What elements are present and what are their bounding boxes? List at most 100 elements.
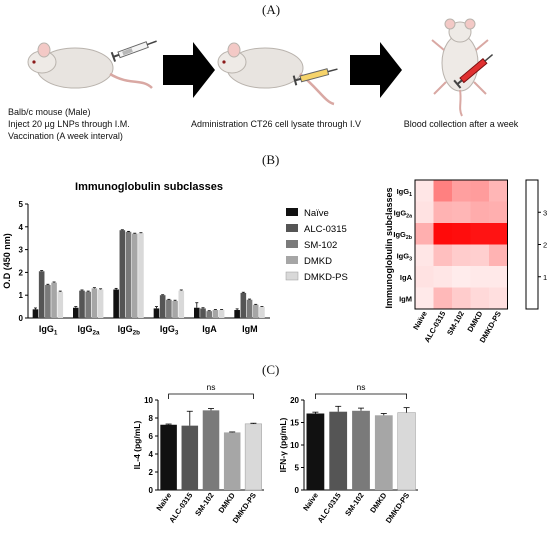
bar [159, 295, 166, 318]
bar [79, 290, 85, 318]
bar [244, 423, 262, 491]
y-tick-label: 20 [290, 396, 299, 405]
heatmap-cell [452, 180, 471, 202]
y-tick-label: 5 [295, 464, 300, 473]
bar [223, 432, 241, 490]
y-axis-label: IL-4 (pg/mL) [132, 421, 142, 470]
bar [374, 415, 393, 490]
bar [131, 233, 138, 318]
heatmap-row-label: IgG2b [393, 230, 412, 241]
bar [125, 231, 132, 318]
colorbar-tick-label: 2 [543, 241, 547, 250]
legend-swatch [286, 224, 298, 232]
bar [178, 290, 185, 318]
bar [200, 308, 206, 318]
legend-label: Naïve [304, 208, 329, 219]
chart-title: Immunoglobulin subclasses [75, 181, 223, 193]
bar [38, 271, 45, 318]
heatmap-cell [415, 180, 434, 202]
syringe-icon-3 [453, 54, 494, 89]
significance-label: ns [357, 382, 366, 392]
bar [32, 309, 39, 318]
heatmap-cell [415, 266, 434, 288]
heatmap-cell [470, 201, 489, 223]
heatmap-row-label: IgG2a [394, 208, 412, 219]
bar [246, 299, 253, 318]
colorbar-tick-label: 1 [543, 273, 547, 282]
heatmap-cell [452, 244, 471, 266]
panel-a-label: (A) [262, 2, 281, 17]
step3-caption: Blood collection after a week [403, 119, 519, 129]
bar [73, 307, 79, 318]
x-tick-label: IgG3 [160, 324, 179, 337]
panel-b-label: (B) [262, 152, 280, 167]
heatmap-cell [452, 266, 471, 288]
x-tick-label: DMKD [217, 491, 238, 515]
x-tick-label: Naïve [301, 491, 320, 513]
bar [85, 291, 91, 318]
step1-caption-line3: Vaccination (A week interval) [8, 131, 123, 141]
significance-bracket [168, 393, 254, 399]
heatmap-cell [489, 180, 508, 202]
heatmap-cell [489, 201, 508, 223]
heatmap-cell [489, 266, 508, 288]
x-tick-label: SM-102 [193, 491, 215, 518]
mouse-icon-2 [217, 42, 335, 106]
heatmap-cell [415, 223, 434, 245]
immunoglobulin-heatmap: Immunoglobulin subclasses IgG1 IgG2a IgG2b I… [384, 179, 547, 344]
bar [397, 412, 416, 491]
arrow-icon-2 [350, 42, 402, 98]
significance-bracket [315, 393, 407, 399]
heatmap-cell [433, 180, 452, 202]
bar [234, 310, 240, 318]
x-tick-label: IgM [242, 324, 258, 334]
mouse-icon-1 [27, 42, 153, 89]
heatmap-cell [433, 223, 452, 245]
bar [138, 233, 144, 318]
y-tick-label: 0 [149, 486, 154, 495]
legend-swatch [286, 256, 298, 264]
x-tick-label: SM-102 [343, 491, 365, 518]
heatmap-cell [433, 201, 452, 223]
step1-caption-line2: Inject 20 µg LNPs through I.M. [8, 119, 130, 129]
heatmap-cell [452, 223, 471, 245]
legend-swatch [285, 271, 299, 281]
bar [206, 311, 212, 318]
heatmap-cell [489, 223, 508, 245]
bar [113, 289, 119, 318]
heatmap-cell [489, 287, 508, 309]
heatmap-cell [415, 287, 434, 309]
bar [252, 304, 259, 318]
bar [194, 307, 200, 318]
bar [166, 299, 172, 318]
bar [329, 411, 348, 490]
y-tick-label: 10 [144, 396, 153, 405]
y-tick-label: 0 [19, 314, 24, 323]
y-tick-label: 0 [295, 486, 300, 495]
bar [57, 291, 64, 318]
heatmap-cell [470, 266, 489, 288]
bar [240, 292, 247, 318]
bar [119, 230, 126, 318]
heatmap-cell [433, 266, 452, 288]
bar [202, 410, 220, 490]
protocol-illustration [27, 18, 494, 117]
x-tick-label: Naïve [154, 491, 173, 513]
heatmap-cell [452, 287, 471, 309]
y-tick-label: 5 [19, 200, 24, 209]
legend-swatch [286, 208, 298, 216]
bar [172, 300, 178, 318]
bar [160, 424, 177, 490]
bar [91, 288, 98, 318]
y-tick-label: 4 [19, 223, 24, 232]
y-tick-label: 2 [149, 468, 154, 477]
heatmap-row-label: IgG1 [397, 187, 413, 198]
x-tick-label: DMKD [368, 491, 389, 515]
bar [181, 425, 199, 490]
bar [51, 282, 57, 318]
arrow-icon-1 [163, 42, 215, 98]
legend-label: SM-102 [304, 240, 337, 251]
heatmap-y-label: Immunoglobulin subclasses [384, 187, 394, 308]
y-tick-label: 10 [290, 441, 299, 450]
step1-caption-line1: Balb/c mouse (Male) [8, 107, 91, 117]
